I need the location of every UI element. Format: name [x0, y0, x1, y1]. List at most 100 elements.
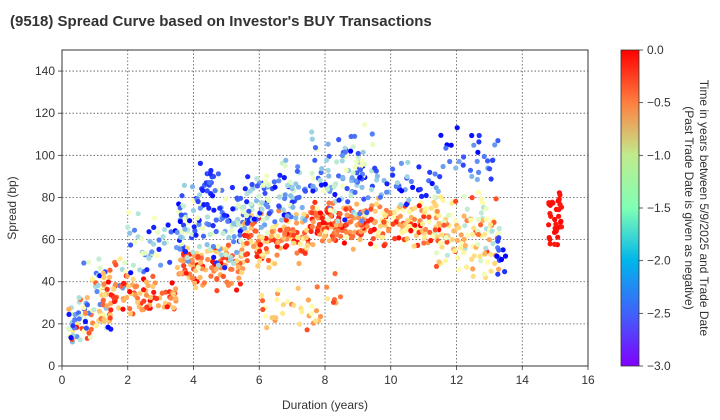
data-point: [480, 200, 486, 206]
data-point: [81, 305, 87, 311]
data-point: [156, 237, 162, 243]
data-point: [130, 276, 136, 282]
data-point: [368, 241, 374, 247]
data-point: [225, 242, 232, 248]
data-point: [427, 229, 433, 235]
data-point: [461, 213, 467, 219]
data-point: [253, 228, 259, 234]
data-point: [325, 141, 331, 147]
data-point: [81, 260, 87, 266]
data-point: [328, 213, 334, 219]
data-point: [345, 199, 351, 205]
data-point: [482, 250, 488, 257]
data-point: [274, 243, 280, 249]
data-point: [197, 205, 203, 211]
data-point: [309, 136, 315, 142]
data-point: [244, 233, 250, 239]
data-point: [310, 175, 316, 181]
data-point: [468, 217, 474, 223]
data-point: [488, 176, 494, 182]
data-point: [353, 159, 359, 165]
data-point: [350, 246, 356, 252]
data-point: [365, 218, 371, 224]
data-point: [299, 309, 305, 315]
data-point: [259, 234, 265, 240]
data-point: [127, 230, 133, 236]
data-point: [196, 221, 202, 227]
data-point: [340, 174, 346, 180]
data-point: [100, 302, 106, 308]
data-point: [94, 288, 100, 295]
data-point: [390, 214, 396, 220]
data-point: [231, 239, 237, 245]
data-point: [384, 189, 390, 195]
data-point: [335, 218, 341, 224]
data-point: [181, 182, 187, 188]
x-tick-label: 10: [384, 373, 398, 387]
data-point: [66, 325, 72, 332]
data-point: [295, 164, 301, 170]
data-point: [358, 229, 364, 235]
data-point: [257, 248, 263, 254]
data-point: [359, 158, 365, 164]
x-tick-label: 4: [190, 373, 197, 387]
data-point: [478, 258, 484, 264]
scatter-points: [66, 122, 565, 345]
data-point: [282, 192, 288, 198]
data-point: [481, 271, 487, 277]
data-point: [162, 226, 168, 233]
data-point: [149, 249, 155, 255]
data-point: [475, 149, 481, 155]
data-point: [201, 280, 207, 286]
data-point: [325, 186, 331, 192]
data-point: [467, 167, 474, 173]
data-point: [370, 236, 376, 242]
data-point: [476, 189, 482, 195]
data-point: [502, 269, 508, 275]
data-point: [127, 289, 133, 295]
data-point: [207, 171, 213, 177]
data-point: [419, 193, 425, 199]
data-point: [128, 270, 134, 276]
data-point: [332, 271, 338, 277]
colorbar-ticks: 0.0 −0.5 −1.0 −1.5 −2.0 −2.5 −3.0: [639, 43, 671, 373]
data-point: [380, 234, 386, 240]
data-point: [264, 173, 270, 179]
data-point: [244, 240, 250, 246]
data-point: [105, 279, 111, 285]
data-point: [223, 196, 229, 202]
data-point: [120, 306, 126, 312]
data-point: [556, 207, 562, 213]
data-point: [269, 315, 275, 321]
data-point: [319, 238, 325, 244]
data-point: [320, 219, 326, 226]
data-point: [339, 158, 345, 164]
data-point: [74, 334, 80, 340]
data-point: [237, 232, 243, 238]
data-point: [423, 192, 429, 199]
data-point: [276, 194, 282, 200]
data-point: [390, 166, 396, 172]
data-point: [244, 199, 250, 205]
data-point: [494, 253, 500, 259]
data-point: [412, 222, 418, 228]
data-point: [410, 184, 416, 190]
data-point: [449, 236, 455, 243]
data-point: [280, 207, 286, 213]
y-tick-label: 0: [48, 359, 55, 373]
data-point: [352, 164, 358, 170]
data-point: [337, 222, 344, 228]
data-point: [449, 200, 455, 206]
data-point: [274, 297, 280, 303]
data-point: [248, 201, 254, 207]
data-point: [272, 261, 278, 267]
data-point: [496, 266, 502, 272]
data-point: [227, 257, 234, 263]
data-point: [437, 174, 443, 180]
data-point: [244, 258, 250, 264]
data-point: [421, 235, 428, 241]
data-point: [456, 267, 462, 273]
data-point: [331, 236, 337, 242]
data-point: [354, 170, 360, 176]
